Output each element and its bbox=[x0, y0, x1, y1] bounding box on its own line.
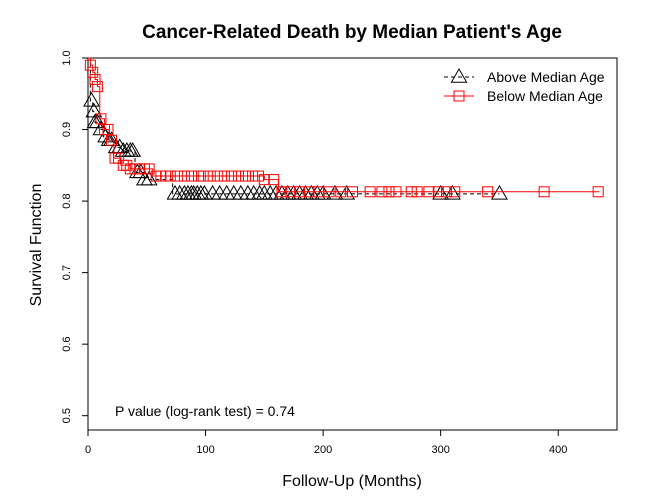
censor-marker bbox=[106, 134, 118, 146]
legend-label: Above Median Age bbox=[487, 69, 605, 85]
censor-marker bbox=[245, 184, 263, 200]
censor-marker bbox=[347, 186, 358, 198]
censor-marker bbox=[294, 186, 306, 198]
series-layer bbox=[83, 57, 604, 200]
censor-marker bbox=[376, 186, 388, 198]
censor-marker bbox=[211, 184, 229, 200]
censor-marker bbox=[432, 184, 450, 200]
y-tick-label: 0.9 bbox=[61, 122, 73, 137]
censor-marker bbox=[247, 170, 259, 182]
legend: Above Median Age Below Median Age bbox=[444, 67, 605, 104]
p-value-annotation: P value (log-rank test) = 0.74 bbox=[115, 403, 295, 419]
censor-marker bbox=[121, 159, 133, 171]
y-tick-label: 0.8 bbox=[61, 193, 73, 208]
censor-marker bbox=[268, 174, 280, 186]
y-tick-label: 0.6 bbox=[61, 337, 73, 352]
censor-marker bbox=[411, 186, 423, 198]
censor-marker bbox=[211, 170, 223, 182]
censor-marker bbox=[225, 184, 243, 200]
legend-label: Below Median Age bbox=[487, 88, 603, 104]
censor-marker bbox=[102, 124, 114, 136]
censor-marker bbox=[323, 186, 335, 198]
censor-marker bbox=[240, 170, 252, 182]
censor-marker bbox=[252, 170, 264, 182]
censor-marker bbox=[185, 170, 197, 182]
y-tick-label: 0.7 bbox=[61, 265, 73, 280]
censor-marker bbox=[171, 170, 183, 182]
series-below-median-age bbox=[84, 57, 604, 198]
chart-title: Cancer-Related Death by Median Patient's… bbox=[142, 22, 562, 43]
y-axis-label: Survival Function bbox=[28, 184, 45, 307]
y-axis: 0.5 0.6 0.7 0.8 0.9 1.0 bbox=[61, 50, 88, 423]
plot-frame bbox=[87, 57, 618, 431]
censor-marker bbox=[449, 186, 461, 198]
censor-marker bbox=[423, 186, 435, 198]
censor-marker bbox=[390, 186, 402, 198]
censor-marker bbox=[441, 186, 453, 198]
censor-marker bbox=[89, 73, 101, 85]
x-tick-label: 400 bbox=[549, 444, 567, 456]
censor-marker bbox=[312, 186, 324, 198]
censor-marker bbox=[225, 170, 237, 182]
censor-marker bbox=[87, 66, 99, 78]
censor-marker bbox=[258, 174, 270, 186]
y-tick-label: 1.0 bbox=[61, 50, 73, 65]
censor-marker bbox=[232, 170, 244, 182]
censor-marker bbox=[140, 170, 158, 186]
censor-marker bbox=[178, 170, 190, 182]
y-tick-label: 0.5 bbox=[61, 408, 73, 423]
censor-marker bbox=[432, 186, 444, 198]
legend-item: Above Median Age bbox=[444, 67, 605, 85]
censor-marker bbox=[276, 186, 288, 198]
censor-marker bbox=[218, 184, 236, 200]
legend-swatch-marker bbox=[453, 90, 465, 102]
censor-marker bbox=[143, 163, 155, 175]
x-tick-label: 200 bbox=[314, 444, 332, 456]
censor-marker bbox=[284, 186, 296, 198]
censor-marker bbox=[490, 184, 508, 200]
censor-marker bbox=[338, 184, 356, 200]
legend-item: Below Median Age bbox=[444, 88, 603, 104]
series-above-median-age bbox=[83, 57, 508, 200]
censor-marker bbox=[195, 184, 213, 200]
censor-marker bbox=[443, 184, 461, 200]
censor-marker bbox=[83, 91, 100, 107]
x-axis-label: Follow-Up (Months) bbox=[282, 473, 422, 490]
censor-marker bbox=[91, 81, 103, 93]
censor-marker bbox=[482, 186, 494, 198]
censor-marker bbox=[218, 170, 230, 182]
censor-marker bbox=[197, 170, 209, 182]
censor-marker bbox=[124, 141, 142, 157]
censor-marker bbox=[326, 184, 344, 200]
censor-marker bbox=[405, 186, 417, 198]
censor-marker bbox=[303, 186, 315, 198]
censor-marker bbox=[84, 59, 96, 71]
x-tick-label: 300 bbox=[431, 444, 449, 456]
censor-marker bbox=[95, 113, 107, 125]
censor-marker bbox=[314, 184, 332, 200]
censor-marker bbox=[335, 186, 347, 198]
censor-marker bbox=[204, 170, 216, 182]
censor-marker bbox=[364, 186, 376, 198]
censor-marker bbox=[232, 184, 250, 200]
x-tick-label: 0 bbox=[85, 444, 91, 456]
censor-marker bbox=[592, 186, 604, 198]
censor-marker bbox=[538, 186, 550, 198]
censor-marker bbox=[111, 138, 129, 154]
legend-swatch-marker bbox=[450, 67, 468, 83]
x-tick-label: 100 bbox=[196, 444, 214, 456]
x-axis: 0 100 200 300 400 bbox=[85, 430, 567, 456]
censor-marker bbox=[164, 170, 176, 182]
censor-marker bbox=[383, 186, 395, 198]
